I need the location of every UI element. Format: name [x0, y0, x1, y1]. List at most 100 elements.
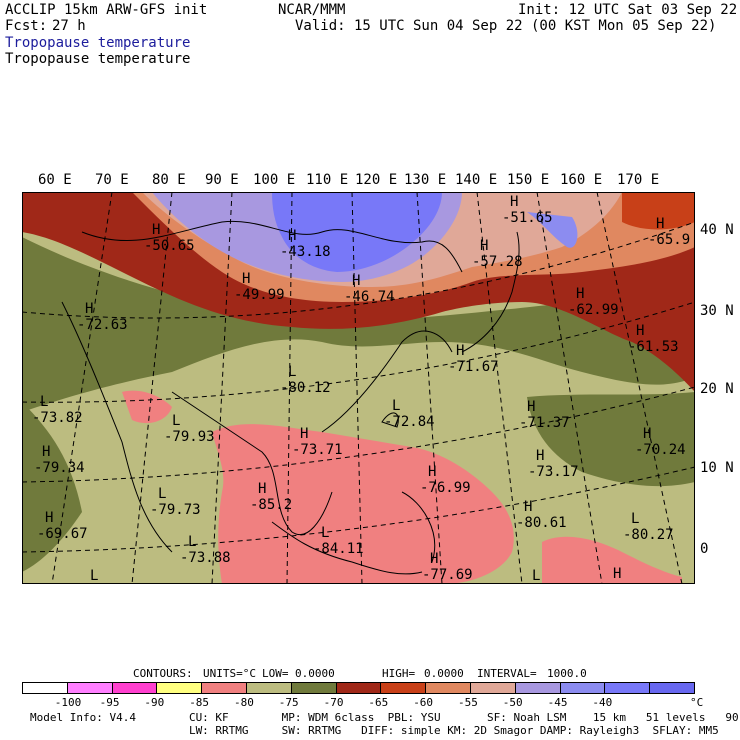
- high-marker: H: [480, 238, 488, 254]
- latitude-label: 10 N: [700, 460, 734, 476]
- colorbar-label: -95: [99, 696, 120, 709]
- extremum-value: -80.27: [623, 527, 674, 543]
- forecast-hours: 27 h: [52, 18, 86, 34]
- colorbar-swatch: [246, 682, 292, 694]
- high-marker: H: [85, 301, 93, 317]
- extremum-value: -79.34: [34, 460, 85, 476]
- org-label: NCAR/MMM: [278, 2, 346, 18]
- model-info-line2: LW: RRTMG SW: RRTMG DIFF: simple KM: 2D …: [30, 724, 719, 737]
- colorbar-label: -100: [54, 696, 82, 709]
- extremum-value: -73.88: [180, 550, 231, 566]
- field-title-shaded: Tropopause temperature: [5, 35, 191, 51]
- longitude-label: 160 E: [560, 172, 603, 188]
- high-marker: H: [536, 448, 544, 464]
- longitude-label: 130 E: [404, 172, 447, 188]
- contours-high-value: 0.0000: [424, 667, 464, 680]
- longitude-label: 80 E: [152, 172, 186, 188]
- lat-lon-grid: [22, 192, 695, 584]
- extremum-value: -73.71: [292, 442, 343, 458]
- colorbar-label: -55: [458, 696, 478, 709]
- extremum-value: -80.61: [516, 515, 567, 531]
- colorbar-swatch: [66, 682, 113, 694]
- colorbar-swatch: [470, 682, 516, 694]
- high-marker: H: [456, 343, 464, 359]
- high-marker: H: [288, 228, 296, 244]
- colorbar-swatch: [380, 682, 427, 694]
- extremum-value: -46.74: [344, 289, 395, 305]
- colorbar-swatch: [111, 682, 158, 694]
- high-marker: H: [576, 286, 584, 302]
- extremum-value: -62.99: [568, 302, 619, 318]
- extremum-value: -73.82: [32, 410, 83, 426]
- colorbar-swatch: [156, 682, 203, 694]
- longitude-label: 120 E: [355, 172, 398, 188]
- extremum-value: -72.84: [384, 414, 435, 430]
- extremum-value: -61.53: [628, 339, 679, 355]
- high-marker: H: [258, 481, 266, 497]
- colorbar-label: -90: [144, 696, 165, 709]
- high-marker: H: [42, 444, 50, 460]
- colorbar-swatch: [604, 682, 651, 694]
- extremum-value: -76.99: [420, 480, 471, 496]
- colorbar-label: -60: [413, 696, 434, 709]
- colorbar-label: -45: [547, 696, 568, 709]
- low-marker: L: [288, 364, 296, 380]
- colorbar-swatch: [514, 682, 561, 694]
- extremum-value: -72.63: [77, 317, 128, 333]
- colorbar-swatch: [425, 682, 471, 694]
- low-marker: L: [631, 511, 639, 527]
- model-title: ACCLIP 15km ARW-GFS init: [5, 2, 208, 18]
- low-marker: L: [40, 394, 48, 410]
- field-title-contour: Tropopause temperature: [5, 51, 191, 67]
- valid-time: Valid: 15 UTC Sun 04 Sep 22 (00 KST Mon …: [295, 18, 717, 34]
- init-time: Init: 12 UTC Sat 03 Sep 22: [518, 2, 738, 18]
- high-marker: H: [300, 426, 308, 442]
- contours-interval-label: INTERVAL=: [477, 667, 537, 680]
- colorbar-label: -65: [368, 696, 389, 709]
- high-marker: H: [510, 194, 518, 210]
- high-marker: H: [643, 426, 651, 442]
- extremum-value: -84.11: [313, 541, 364, 557]
- colorbar-label: -75: [278, 696, 299, 709]
- longitude-label: 170 E: [617, 172, 660, 188]
- colorbar-label: -50: [502, 696, 523, 709]
- extremum-value: -49.99: [234, 287, 285, 303]
- high-marker: H: [152, 222, 160, 238]
- longitude-label: 60 E: [38, 172, 72, 188]
- latitude-label: 0: [700, 541, 709, 557]
- contours-high-label: HIGH=: [382, 667, 416, 680]
- colorbar-label: -80: [234, 696, 254, 709]
- low-marker: L: [158, 486, 166, 502]
- longitude-label: 110 E: [306, 172, 349, 188]
- longitude-label: 100 E: [253, 172, 296, 188]
- extremum-value: -79.93: [164, 429, 215, 445]
- high-marker: H: [352, 273, 360, 289]
- extremum-value: -77.69: [422, 567, 473, 583]
- extremum-value: -50.65: [144, 238, 195, 254]
- colorbar-swatch: [335, 682, 382, 694]
- extremum-value: -43.18: [280, 244, 331, 260]
- extremum-value: -57.28: [472, 254, 523, 270]
- low-marker: L: [321, 525, 329, 541]
- colorbar-label: -40: [592, 696, 613, 709]
- high-marker: H: [242, 271, 250, 287]
- extremum-value: -69.67: [37, 526, 88, 542]
- extremum-value: -71.67: [448, 359, 499, 375]
- longitude-label: 90 E: [205, 172, 239, 188]
- contours-title: CONTOURS:: [133, 667, 193, 680]
- longitude-label: 70 E: [95, 172, 129, 188]
- colorbar-swatch: [201, 682, 247, 694]
- colorbar-label: -85: [189, 696, 210, 709]
- colorbar-swatch: [290, 682, 337, 694]
- longitude-label: 140 E: [455, 172, 498, 188]
- low-marker: L: [392, 398, 400, 414]
- colorbar-label: -70: [323, 696, 344, 709]
- high-marker: H: [613, 566, 621, 582]
- high-marker: H: [636, 323, 644, 339]
- extremum-value: -85.2: [250, 497, 292, 513]
- contours-low-value: 0.0000: [295, 667, 335, 680]
- extrema-labels: H-50.65H-43.18H-49.99H-46.74H-57.28H-51.…: [32, 194, 690, 584]
- colorbar-unit: °C: [690, 696, 704, 709]
- extremum-value: -51.65: [502, 210, 553, 226]
- model-info-line1: Model Info: V4.4 CU: KF MP: WDM 6class P…: [30, 711, 740, 724]
